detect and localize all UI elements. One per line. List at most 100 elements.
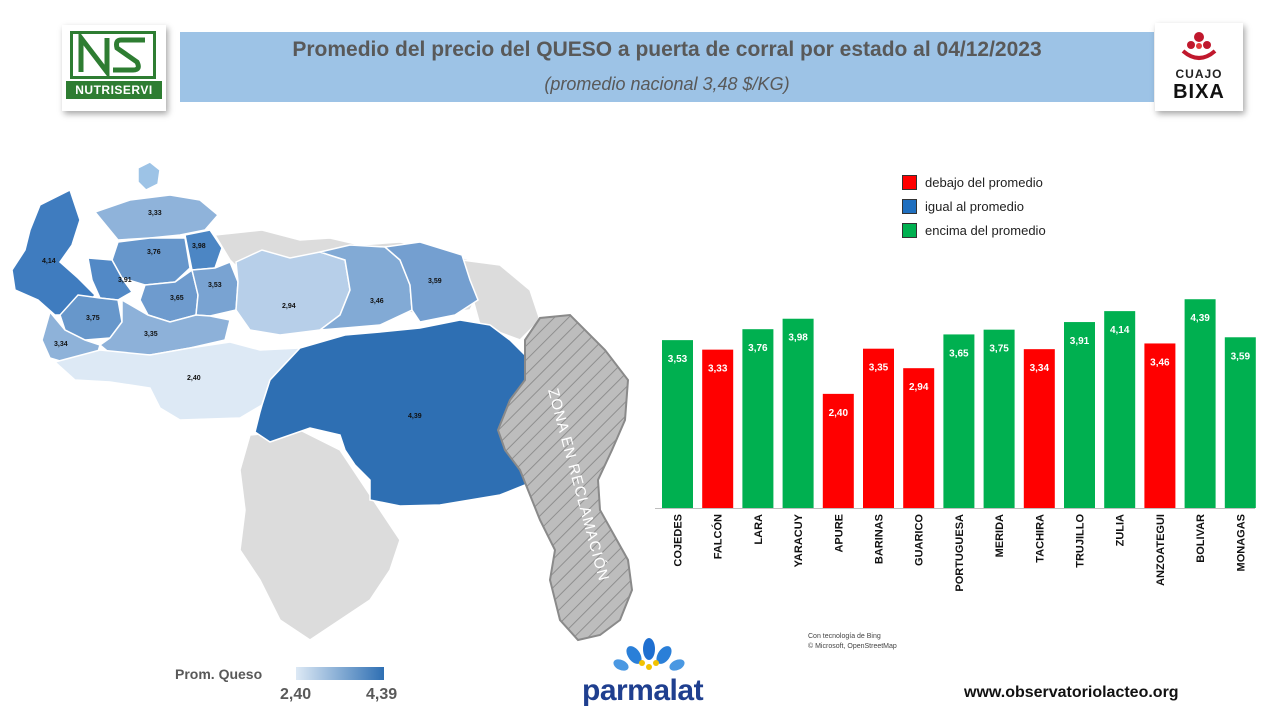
bar-value-label: 3,46 bbox=[1150, 357, 1170, 368]
bar-value-label: 4,14 bbox=[1110, 325, 1130, 336]
cuajo-text: CUAJO bbox=[1175, 67, 1223, 81]
category-label: APURE bbox=[833, 514, 845, 553]
venezuela-map: ZONA EN RECLAMACIÓN 3,33 4,14 3,76 3,98 … bbox=[11, 161, 634, 642]
bar-value-label: 3,75 bbox=[989, 344, 1009, 355]
bar-value-label: 3,53 bbox=[668, 354, 688, 365]
bar-guarico bbox=[903, 368, 935, 508]
website-url[interactable]: www.observatoriolacteo.org bbox=[964, 684, 1179, 701]
cuajo-bixa-logo: CUAJO BIXA bbox=[1155, 23, 1243, 111]
map-value-label: 3,65 bbox=[170, 295, 184, 302]
bar-value-label: 3,98 bbox=[788, 333, 808, 344]
map-value-label: 3,34 bbox=[54, 341, 68, 348]
category-label: TRUJILLO bbox=[1075, 514, 1087, 568]
chart-legend: debajo del promedio igual al promedio en… bbox=[902, 170, 1046, 242]
bar-lara bbox=[742, 329, 774, 508]
bar-value-label: 2,40 bbox=[829, 408, 849, 419]
map-value-label: 3,75 bbox=[86, 315, 100, 322]
map-value-label: 3,76 bbox=[147, 249, 161, 256]
map-state-3-91 bbox=[87, 257, 134, 301]
bar-value-label: 3,76 bbox=[748, 343, 768, 354]
category-label: MONAGAS bbox=[1235, 514, 1247, 571]
bar-value-label: 4,39 bbox=[1190, 313, 1210, 324]
map-state-4-39 bbox=[254, 319, 541, 507]
gradient-legend-title: Prom. Queso bbox=[175, 666, 263, 682]
legend-label: debajo del promedio bbox=[925, 174, 1043, 190]
category-label: LARA bbox=[753, 514, 765, 545]
map-state-3-33 bbox=[93, 194, 220, 241]
header-band bbox=[180, 32, 1154, 102]
bar-trujillo bbox=[1064, 322, 1095, 508]
bar-bolivar bbox=[1184, 299, 1216, 508]
category-label: FALCÓN bbox=[712, 514, 725, 559]
bar-yaracuy bbox=[782, 318, 814, 508]
map-value-label: 3,91 bbox=[118, 277, 132, 284]
map-state-3-59 bbox=[383, 241, 479, 323]
legend-item-below: debajo del promedio bbox=[902, 170, 1046, 194]
bar-anzoategui bbox=[1144, 343, 1176, 508]
gradient-legend-bar bbox=[296, 667, 384, 680]
map-value-label: 3,33 bbox=[148, 210, 162, 217]
reclamation-zone bbox=[496, 313, 634, 642]
map-state-grey-south bbox=[239, 429, 401, 641]
ns-monogram-icon bbox=[70, 30, 156, 80]
map-value-label: 3,98 bbox=[192, 243, 206, 250]
category-label: ZULIA bbox=[1115, 514, 1127, 546]
legend-item-above: encima del promedio bbox=[902, 218, 1046, 242]
category-label: PORTUGUESA bbox=[954, 514, 966, 592]
legend-swatch-red bbox=[902, 174, 917, 190]
category-label: GUARICO bbox=[914, 514, 926, 566]
map-value-label: 4,39 bbox=[408, 413, 422, 420]
nutriservi-logo: NUTRISERVI bbox=[62, 25, 166, 111]
bar-barinas bbox=[863, 348, 894, 508]
bixa-flower-icon bbox=[1181, 32, 1217, 60]
category-label: YARACUY bbox=[793, 513, 805, 567]
page-title: Promedio del precio del QUESO a puerta d… bbox=[292, 38, 1042, 61]
bar-zulia bbox=[1104, 311, 1136, 508]
legend-item-equal: igual al promedio bbox=[902, 194, 1046, 218]
category-label: TACHIRA bbox=[1034, 514, 1046, 563]
category-label: BOLIVAR bbox=[1195, 514, 1207, 563]
bixa-text: BIXA bbox=[1173, 81, 1225, 103]
bar-value-label: 3,35 bbox=[869, 363, 889, 374]
map-value-label: 3,59 bbox=[428, 278, 442, 285]
bar-value-label: 3,59 bbox=[1231, 351, 1251, 362]
legend-label: igual al promedio bbox=[925, 198, 1025, 214]
map-credit-line2: © Microsoft, OpenStreetMap bbox=[808, 643, 897, 650]
map-value-label: 3,53 bbox=[208, 282, 222, 289]
map-state-3-53 bbox=[191, 261, 239, 317]
map-state-3-98 bbox=[184, 229, 223, 271]
bar-value-label: 3,91 bbox=[1070, 336, 1090, 347]
map-credit: Con tecnología de Bing © Microsoft, Open… bbox=[808, 632, 897, 652]
legend-label: encima del promedio bbox=[925, 222, 1046, 238]
bar-tachira bbox=[1023, 349, 1055, 508]
bar-value-label: 3,34 bbox=[1030, 363, 1050, 374]
bar-monagas bbox=[1224, 337, 1256, 508]
bar-value-label: 3,65 bbox=[949, 348, 969, 359]
map-value-label: 4,14 bbox=[42, 258, 56, 265]
gradient-legend-max: 4,39 bbox=[366, 686, 398, 703]
parmalat-flower-icon bbox=[613, 638, 685, 671]
map-state-3-35 bbox=[98, 298, 231, 356]
map-value-label: 3,35 bbox=[144, 331, 158, 338]
bar-merida bbox=[983, 329, 1015, 508]
legend-swatch-green bbox=[902, 222, 917, 238]
nutriservi-logo-text: NUTRISERVI bbox=[66, 81, 162, 99]
bar-cojedes bbox=[662, 340, 693, 508]
bar-falcón bbox=[702, 349, 734, 508]
map-value-label: 2,94 bbox=[282, 303, 296, 310]
category-label: MERIDA bbox=[994, 514, 1006, 557]
category-label: BARINAS bbox=[874, 514, 886, 564]
category-label: ANZOATEGUI bbox=[1155, 514, 1167, 586]
map-state-grey-island bbox=[137, 161, 161, 191]
map-value-label: 2,40 bbox=[187, 375, 201, 382]
bar-portuguesa bbox=[943, 334, 975, 508]
page-subtitle: (promedio nacional 3,48 $/KG) bbox=[544, 74, 790, 94]
parmalat-logo-text: parmalat bbox=[582, 674, 704, 707]
bar-apure bbox=[822, 393, 854, 508]
map-credit-line1: Con tecnología de Bing bbox=[808, 633, 881, 640]
map-value-label: 3,46 bbox=[370, 298, 384, 305]
category-label: COJEDES bbox=[673, 514, 685, 567]
bar-value-label: 2,94 bbox=[909, 382, 929, 393]
bar-value-label: 3,33 bbox=[708, 364, 728, 375]
bar-chart: 3,53 COJEDES 3,33 FALCÓN 3,76 LARA 3,98 YARACUY… bbox=[655, 299, 1256, 592]
